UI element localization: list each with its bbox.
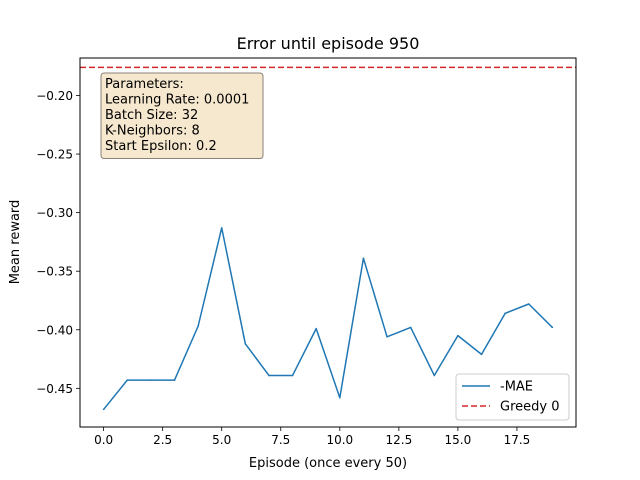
legend-label: -MAE xyxy=(500,380,533,395)
plot-marks xyxy=(80,66,576,411)
y-tick-label: −0.30 xyxy=(36,206,73,220)
data-point xyxy=(126,379,128,381)
data-point xyxy=(409,326,412,329)
data-point xyxy=(339,396,341,399)
data-point xyxy=(315,327,317,330)
x-tick-label: 7.5 xyxy=(271,433,290,447)
data-point xyxy=(197,325,199,328)
x-tick-label: 2.5 xyxy=(153,433,172,447)
x-tick-label: 10.0 xyxy=(326,433,353,447)
x-tick-label: 0.0 xyxy=(94,433,113,447)
data-point xyxy=(504,312,506,315)
x-tick-label: 17.5 xyxy=(504,433,531,447)
data-point xyxy=(433,374,436,377)
x-tick-label: 12.5 xyxy=(385,433,412,447)
annotation-line: Learning Rate: 0.0001 xyxy=(105,93,249,108)
annotation-line: Start Epsilon: 0.2 xyxy=(105,139,217,154)
annotation-line: Batch Size: 32 xyxy=(105,108,198,123)
legend-label: Greedy 0 xyxy=(500,400,559,415)
data-point xyxy=(528,303,530,305)
y-tick-label: −0.35 xyxy=(36,265,73,279)
data-point xyxy=(268,374,270,377)
plot-frame xyxy=(79,57,577,428)
y-tick-label: −0.20 xyxy=(36,89,73,103)
x-tick-label: 5.0 xyxy=(212,433,231,447)
annotation-line: K-Neighbors: 8 xyxy=(105,124,200,139)
data-point xyxy=(362,257,365,260)
data-point xyxy=(244,343,247,345)
data-point xyxy=(102,408,105,411)
data-point xyxy=(173,379,176,381)
legend: -MAE Greedy 0 xyxy=(455,373,570,421)
data-point xyxy=(386,336,388,338)
data-point xyxy=(220,227,223,229)
x-axis-label: Episode (once every 50) xyxy=(249,456,407,471)
series-mae-line xyxy=(103,227,553,410)
y-tick-label: −0.45 xyxy=(36,382,73,396)
data-point xyxy=(480,353,483,356)
y-tick-label: −0.25 xyxy=(36,148,73,162)
data-point xyxy=(150,379,152,381)
data-point xyxy=(551,326,554,329)
x-axis-ticks: 0.0 2.5 5.0 7.5 10.0 12.5 15.0 17.5 xyxy=(94,427,530,447)
y-axis-ticks: −0.45 −0.40 −0.35 −0.30 −0.25 −0.20 xyxy=(36,89,80,396)
y-tick-label: −0.40 xyxy=(36,323,73,337)
annotation-line: Parameters: xyxy=(105,77,184,92)
x-tick-label: 15.0 xyxy=(445,433,472,447)
data-point xyxy=(457,334,459,337)
chart-title: Error until episode 950 xyxy=(237,34,420,53)
data-point xyxy=(291,374,294,377)
annotation-box xyxy=(100,72,264,159)
y-axis-label: Mean reward xyxy=(8,200,23,285)
